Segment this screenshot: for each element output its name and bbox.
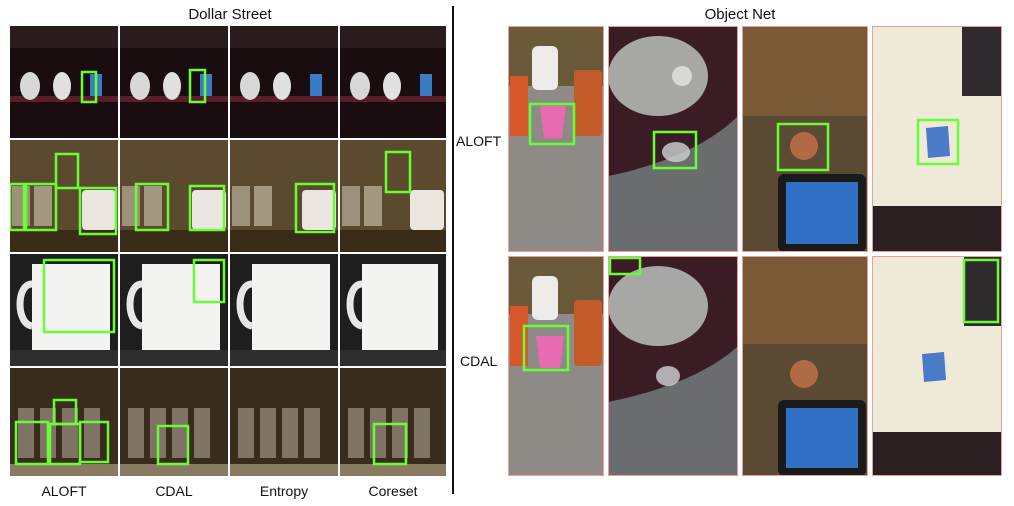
- ds-r2-entropy: [230, 140, 338, 252]
- ds-r3-aloft: [10, 254, 118, 366]
- dollar-street-title: Dollar Street: [188, 6, 272, 23]
- on-cdal-glass-cup: [608, 256, 738, 476]
- object-net-title: Object Net: [704, 6, 776, 23]
- panel-divider: [452, 6, 454, 494]
- ds-r4-coreset: [340, 368, 446, 476]
- on-aloft-copper-cup: [742, 26, 868, 252]
- ds-col-label-coreset: Coreset: [368, 483, 418, 499]
- on-cdal-copper-cup: [742, 256, 868, 476]
- ds-col-label-cdal: CDAL: [155, 483, 193, 499]
- ds-r2-cdal: [120, 140, 228, 252]
- on-cdal-blue-cup: [872, 256, 1002, 476]
- ds-r1-entropy: [230, 26, 338, 138]
- on-aloft-blue-cup: [872, 26, 1002, 252]
- ds-r1-coreset: [340, 26, 446, 138]
- ds-r4-entropy: [230, 368, 338, 476]
- on-row-label-cdal: CDAL: [460, 353, 498, 369]
- on-row-label-aloft: ALOFT: [456, 133, 502, 149]
- ds-r1-aloft: [10, 26, 118, 138]
- ds-col-label-entropy: Entropy: [259, 483, 309, 499]
- on-aloft-glass-cup: [608, 26, 738, 252]
- ds-r2-aloft: [10, 140, 118, 252]
- ds-r4-aloft: [10, 368, 118, 476]
- ds-r3-cdal: [120, 254, 228, 366]
- ds-r1-cdal: [120, 26, 228, 138]
- ds-r3-coreset: [340, 254, 446, 366]
- ds-r4-cdal: [120, 368, 228, 476]
- on-aloft-pink-cup: [508, 26, 604, 252]
- ds-col-label-aloft: ALOFT: [41, 483, 87, 499]
- ds-r3-entropy: [230, 254, 338, 366]
- on-cdal-pink-cup: [508, 256, 604, 476]
- ds-r2-coreset: [340, 140, 446, 252]
